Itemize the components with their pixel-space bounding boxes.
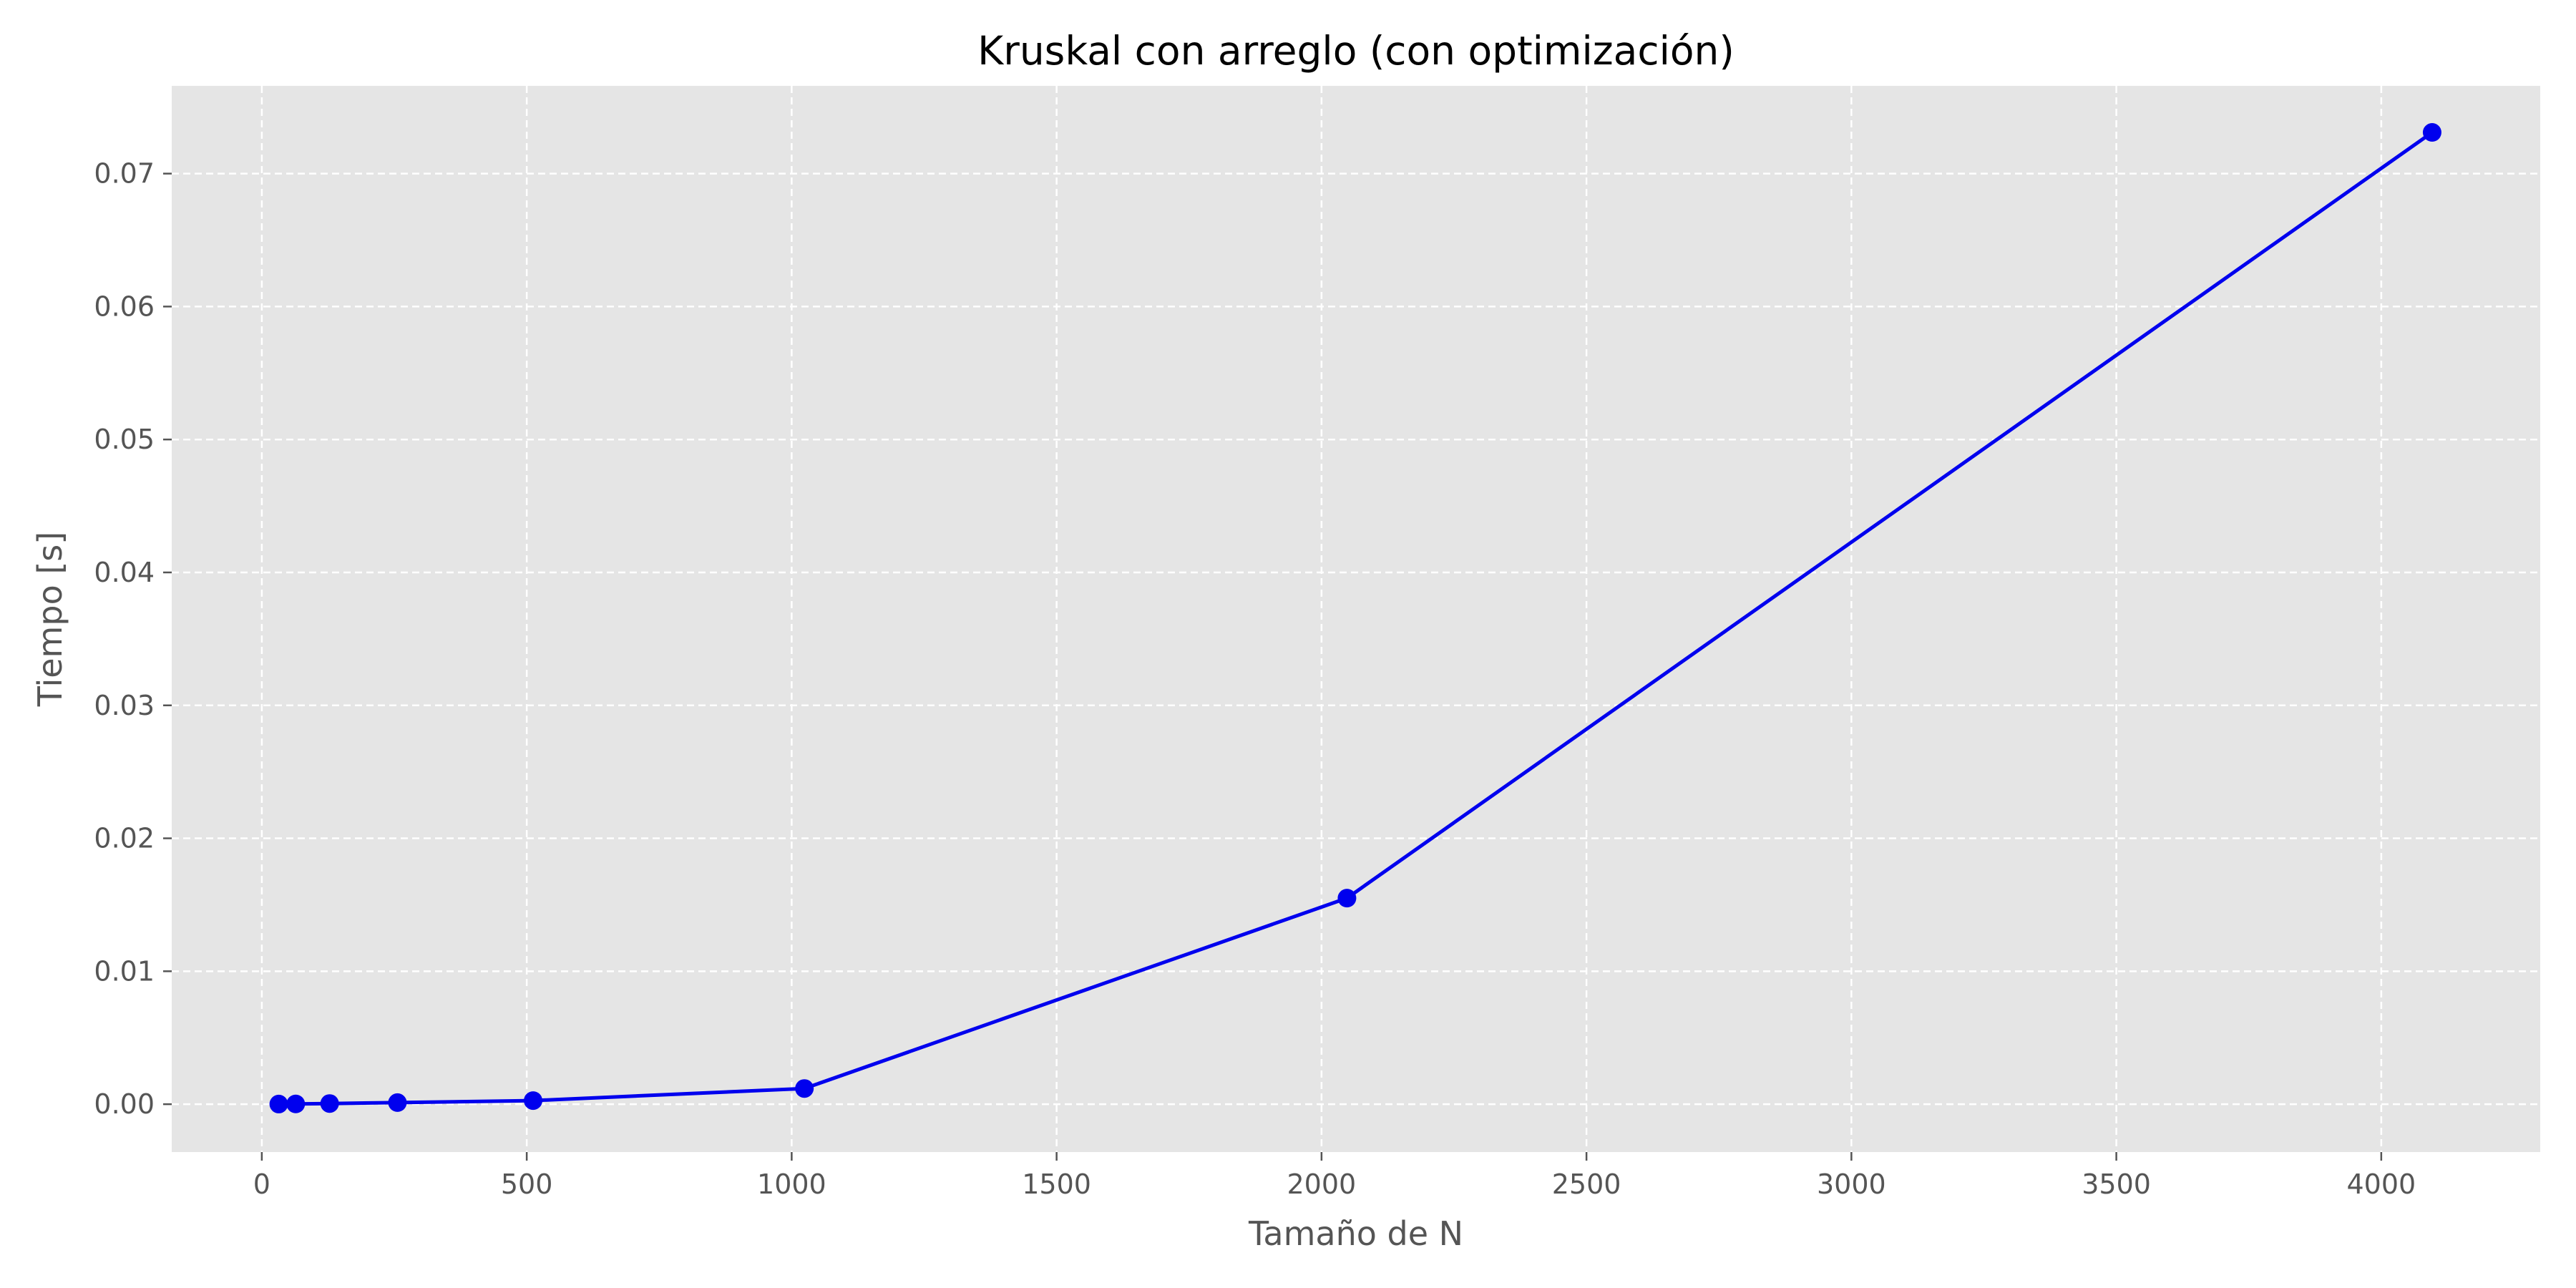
x-tick-label: 4000 <box>2346 1169 2416 1200</box>
x-tick-label: 3500 <box>2082 1169 2151 1200</box>
x-tick-label: 0 <box>253 1169 270 1200</box>
plot-area <box>172 86 2540 1152</box>
grid <box>172 86 2540 1152</box>
data-point <box>269 1094 288 1113</box>
series-layer <box>269 123 2441 1113</box>
y-tick-label: 0.00 <box>94 1088 155 1120</box>
data-point <box>2422 123 2441 142</box>
chart-title: Kruskal con arreglo (con optimización) <box>977 28 1735 74</box>
y-tick-label: 0.04 <box>94 557 155 588</box>
x-axis-ticks: 0 500 1000 1500 2000 2500 3000 3500 4000 <box>253 1152 2416 1200</box>
y-axis-ticks: 0.00 0.01 0.02 0.03 0.04 0.05 0.06 0.07 <box>94 158 172 1120</box>
y-axis-label: Tiempo [s] <box>31 532 69 707</box>
x-tick-label: 2000 <box>1287 1169 1357 1200</box>
y-tick-label: 0.05 <box>94 424 155 455</box>
x-tick-label: 3000 <box>1817 1169 1886 1200</box>
x-tick-label: 1000 <box>757 1169 826 1200</box>
x-tick-label: 500 <box>501 1169 553 1200</box>
data-point <box>320 1094 339 1113</box>
data-point <box>795 1079 814 1098</box>
x-axis-label: Tamaño de N <box>1248 1214 1463 1253</box>
data-point <box>286 1094 306 1113</box>
data-point <box>1337 889 1357 908</box>
x-tick-label: 1500 <box>1022 1169 1091 1200</box>
x-tick-label: 2500 <box>1552 1169 1621 1200</box>
data-point <box>524 1091 543 1111</box>
data-point <box>388 1093 407 1112</box>
y-tick-label: 0.02 <box>94 823 155 854</box>
y-tick-label: 0.01 <box>94 955 155 987</box>
y-tick-label: 0.06 <box>94 291 155 322</box>
y-tick-label: 0.03 <box>94 690 155 721</box>
y-tick-label: 0.07 <box>94 158 155 190</box>
